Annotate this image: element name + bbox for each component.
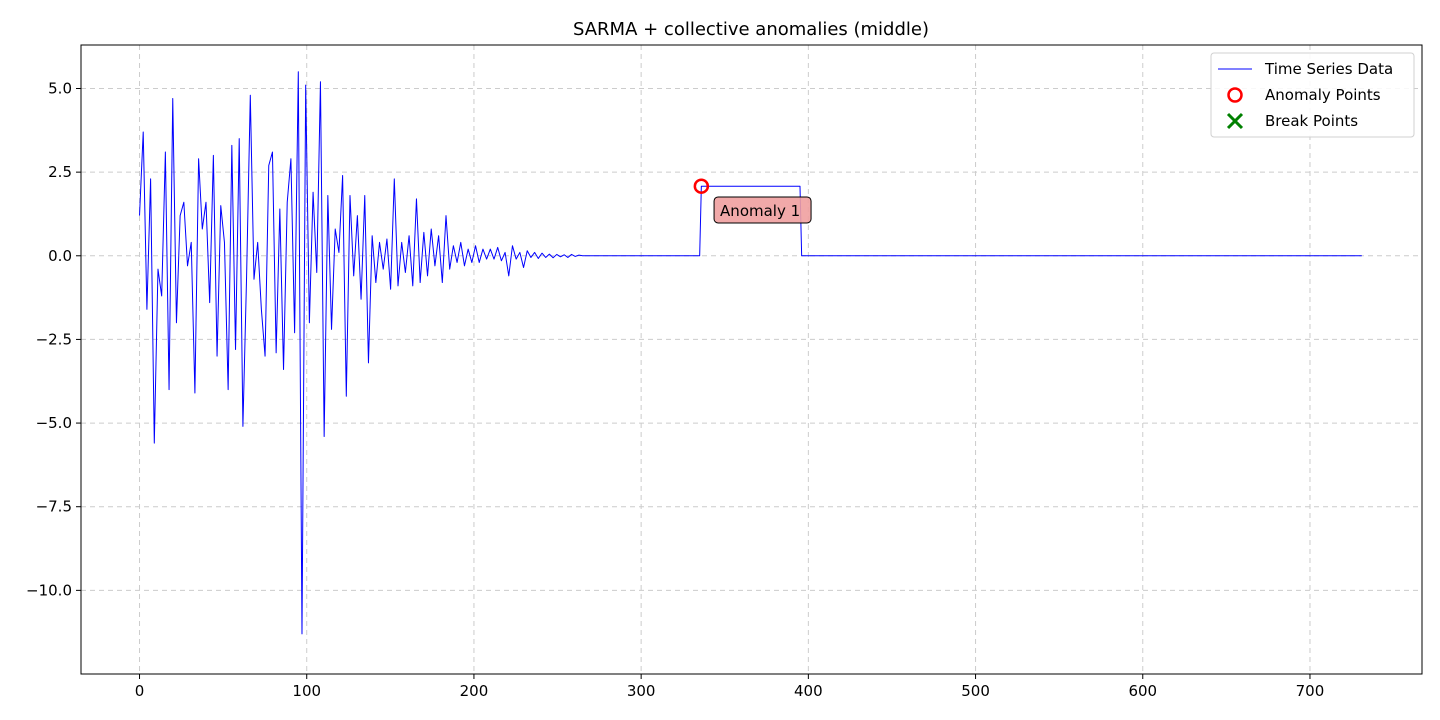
series-layer [139, 71, 1362, 635]
x-tick-label: 200 [460, 682, 489, 700]
plot-frame [80, 44, 1423, 675]
x-tick-label: 400 [794, 682, 823, 700]
x-tick-label: 0 [135, 682, 145, 700]
y-tick-label: −2.5 [36, 330, 72, 348]
x-tick-label: 700 [1296, 682, 1325, 700]
y-tick-label: 2.5 [48, 163, 72, 181]
legend-circle-marker [1227, 87, 1243, 103]
marker-layer [693, 178, 710, 194]
y-tick-label: −5.0 [36, 414, 72, 432]
grid [81, 45, 1422, 674]
legend-box [1210, 52, 1415, 138]
y-tick-label: −10.0 [26, 581, 72, 599]
y-tick-label: −7.5 [36, 498, 72, 516]
annotation-label: Anomaly 1 [720, 202, 800, 220]
annotation-layer: Anomaly 1 [713, 196, 812, 224]
annotation-box [713, 196, 812, 224]
x-tick-label: 100 [292, 682, 321, 700]
chart-title: SARMA + collective anomalies (middle) [573, 19, 929, 40]
time-series-line [139, 71, 1362, 635]
x-tick-label: 300 [627, 682, 656, 700]
legend-label: Anomaly Points [1265, 86, 1381, 104]
legend-x-marker [1226, 112, 1244, 130]
legend: Time Series Data Anomaly Points Break Poin… [1210, 52, 1415, 138]
axes: 0 100 200 300 400 500 600 700 5.0 2.5 0.0 −2.5 −5.0 −… [26, 79, 1324, 700]
x-tick-label: 500 [961, 682, 990, 700]
x-tick-label: 600 [1128, 682, 1157, 700]
legend-label: Break Points [1265, 112, 1358, 130]
y-tick-label: 0.0 [48, 247, 72, 265]
legend-label: Time Series Data [1264, 60, 1393, 78]
anomaly-point [693, 178, 710, 194]
y-tick-label: 5.0 [48, 79, 72, 97]
